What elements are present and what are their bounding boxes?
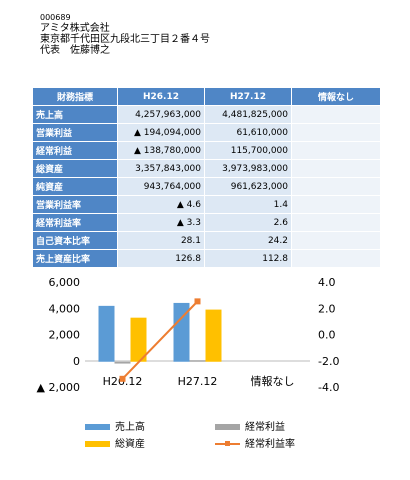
y2-tick-label: 0.0 — [318, 329, 336, 342]
line-marker — [194, 298, 201, 305]
legend-swatch — [85, 424, 110, 430]
cell: ▲ 4.6 — [117, 195, 205, 214]
legend-label: 経常利益 — [245, 420, 285, 433]
x-tick-label: H27.12 — [178, 375, 218, 388]
cell: 4,481,825,000 — [204, 105, 292, 124]
bar — [205, 309, 222, 362]
empty-cell — [291, 123, 381, 142]
code: 000689 — [40, 13, 71, 22]
cell: ▲ 3.3 — [117, 213, 205, 232]
bar — [98, 305, 115, 362]
bar — [173, 302, 190, 362]
line — [121, 300, 199, 380]
y-tick-label: 0 — [73, 355, 80, 368]
legend-swatch — [225, 441, 230, 446]
y2-tick-label: -2.0 — [318, 355, 339, 368]
cell: ▲ 194,094,000 — [117, 123, 205, 142]
row-label: 営業利益率 — [32, 195, 118, 214]
column-header: H26.12 — [117, 87, 205, 106]
column-header: 情報なし — [291, 87, 381, 106]
y-tick-label: ▲ 2,000 — [37, 381, 80, 394]
cell: 2.6 — [204, 213, 292, 232]
row-label: 純資産 — [32, 177, 118, 196]
cell: 3,973,983,000 — [204, 159, 292, 178]
bar — [114, 361, 131, 364]
y-tick-label: 6,000 — [49, 276, 81, 289]
y2-tick-label: 4.0 — [318, 276, 336, 289]
line-marker — [119, 375, 126, 382]
bar — [189, 360, 206, 362]
x-tick-label: 情報なし — [251, 375, 295, 388]
empty-cell — [291, 177, 381, 196]
row-label: 営業利益 — [32, 123, 118, 142]
legend-label: 経常利益率 — [245, 437, 295, 450]
cell: 126.8 — [117, 249, 205, 268]
y2-tick-label: -4.0 — [318, 381, 339, 394]
cell: 115,700,000 — [204, 141, 292, 160]
column-header: 財務指標 — [32, 87, 118, 106]
legend-swatch — [85, 441, 110, 447]
row-label: 売上資産比率 — [32, 249, 118, 268]
y-tick-label: 2,000 — [49, 329, 81, 342]
company: アミタ株式会社 — [40, 23, 110, 34]
cell: 943,764,000 — [117, 177, 205, 196]
empty-cell — [291, 249, 381, 268]
financial-table: 財務指標 H26.12 H27.12 情報なし 売上高 4,257,963,000 4,48… — [32, 87, 381, 268]
legend-label: 総資産 — [115, 437, 145, 450]
empty-cell — [291, 213, 381, 232]
bar — [130, 317, 147, 362]
y2-tick-label: 2.0 — [318, 302, 336, 315]
representative: 代表 佐藤博之 — [40, 45, 110, 56]
row-label: 売上高 — [32, 105, 118, 124]
cell: 24.2 — [204, 231, 292, 250]
header: 000689 アミタ株式会社 東京都千代田区九段北三丁目２番４号 代表 佐藤博之 — [40, 12, 210, 56]
address: 東京都千代田区九段北三丁目２番４号 — [40, 34, 210, 45]
cell: 61,610,000 — [204, 123, 292, 142]
cell: 28.1 — [117, 231, 205, 250]
cell: 1.4 — [204, 195, 292, 214]
legend-label: 売上高 — [115, 420, 145, 433]
y-tick-label: 4,000 — [49, 302, 81, 315]
empty-cell — [291, 141, 381, 160]
cell: 112.8 — [204, 249, 292, 268]
legend-swatch — [215, 424, 240, 430]
